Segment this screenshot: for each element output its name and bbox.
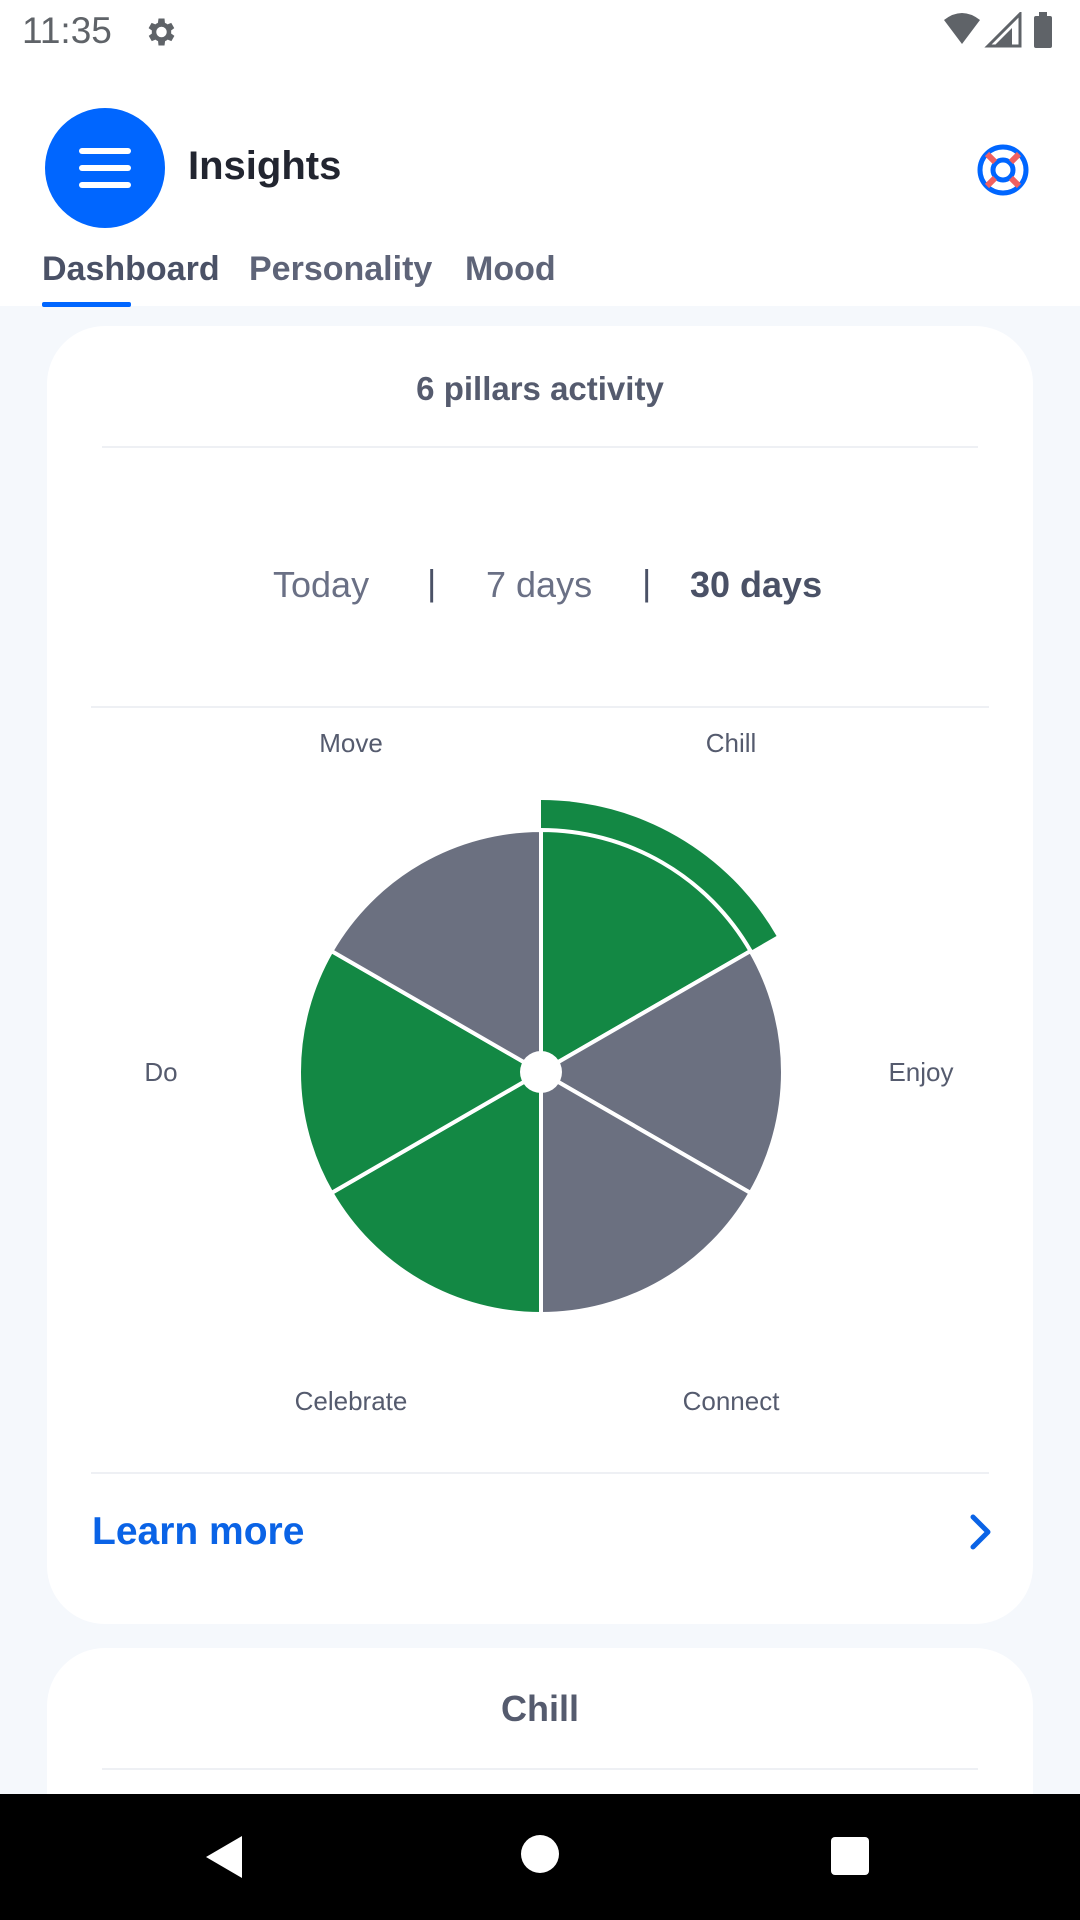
- divider: [102, 1768, 978, 1770]
- pie-slice-connect[interactable]: [539, 1070, 753, 1316]
- tab-dashboard[interactable]: Dashboard: [42, 250, 220, 288]
- learn-more-link[interactable]: Learn more: [92, 1510, 305, 1553]
- navigation-bar: [0, 1794, 1080, 1920]
- divider: [91, 706, 989, 708]
- hamburger-menu-icon: [79, 148, 131, 188]
- home-icon[interactable]: [520, 1834, 560, 1874]
- card-title: Chill: [501, 1688, 579, 1729]
- period-7-days[interactable]: 7 days: [486, 564, 593, 605]
- period-30-days[interactable]: 30 days: [690, 564, 823, 605]
- pie-slice-celebrate[interactable]: [329, 1070, 543, 1316]
- menu-button[interactable]: [45, 108, 165, 228]
- back-icon[interactable]: [204, 1834, 244, 1880]
- app-header: Insights Dashboard Personality Mood: [0, 64, 1080, 307]
- settings-gear-icon: [148, 18, 175, 46]
- pie-label-do: Do: [144, 1057, 177, 1087]
- battery-icon: [1034, 16, 1052, 48]
- pie-label-chill: Chill: [706, 728, 757, 758]
- divider: [91, 1472, 989, 1474]
- tab-active-indicator: [42, 302, 131, 307]
- pie-label-connect: Connect: [683, 1386, 781, 1416]
- tab-bar: Dashboard Personality Mood: [0, 250, 1080, 306]
- pie-label-move: Move: [319, 728, 383, 758]
- pie-center-hub: [520, 1051, 562, 1093]
- period-separator: |: [427, 562, 437, 603]
- period-today[interactable]: Today: [273, 564, 370, 605]
- pie-label-enjoy: Enjoy: [888, 1057, 953, 1087]
- help-button[interactable]: [975, 142, 1031, 198]
- chevron-right-icon[interactable]: [969, 1513, 993, 1551]
- card-title: 6 pillars activity: [416, 370, 664, 407]
- divider: [102, 446, 978, 448]
- pie-slice-move[interactable]: [329, 828, 543, 1074]
- status-bar: 11:35: [0, 0, 1080, 64]
- status-icons: [944, 12, 1052, 48]
- pillars-pie-chart: Chill Enjoy Connect Celebrate Do Move: [144, 728, 953, 1416]
- period-separator: |: [642, 562, 652, 603]
- pillars-card: 6 pillars activity Today | 7 days | 30 d…: [47, 326, 1033, 1624]
- pie-slice-do[interactable]: [297, 949, 543, 1195]
- tab-mood[interactable]: Mood: [465, 250, 556, 288]
- lifebuoy-icon: [977, 144, 1029, 196]
- pie-label-celebrate: Celebrate: [295, 1386, 408, 1416]
- wifi-icon: [944, 13, 980, 44]
- recents-icon[interactable]: [830, 1836, 870, 1876]
- status-time: 11:35: [22, 10, 112, 51]
- pie-slice-chill[interactable]: [539, 828, 753, 1074]
- pie-slice-enjoy[interactable]: [539, 949, 785, 1195]
- page-title: Insights: [188, 144, 342, 188]
- tab-personality[interactable]: Personality: [249, 250, 433, 288]
